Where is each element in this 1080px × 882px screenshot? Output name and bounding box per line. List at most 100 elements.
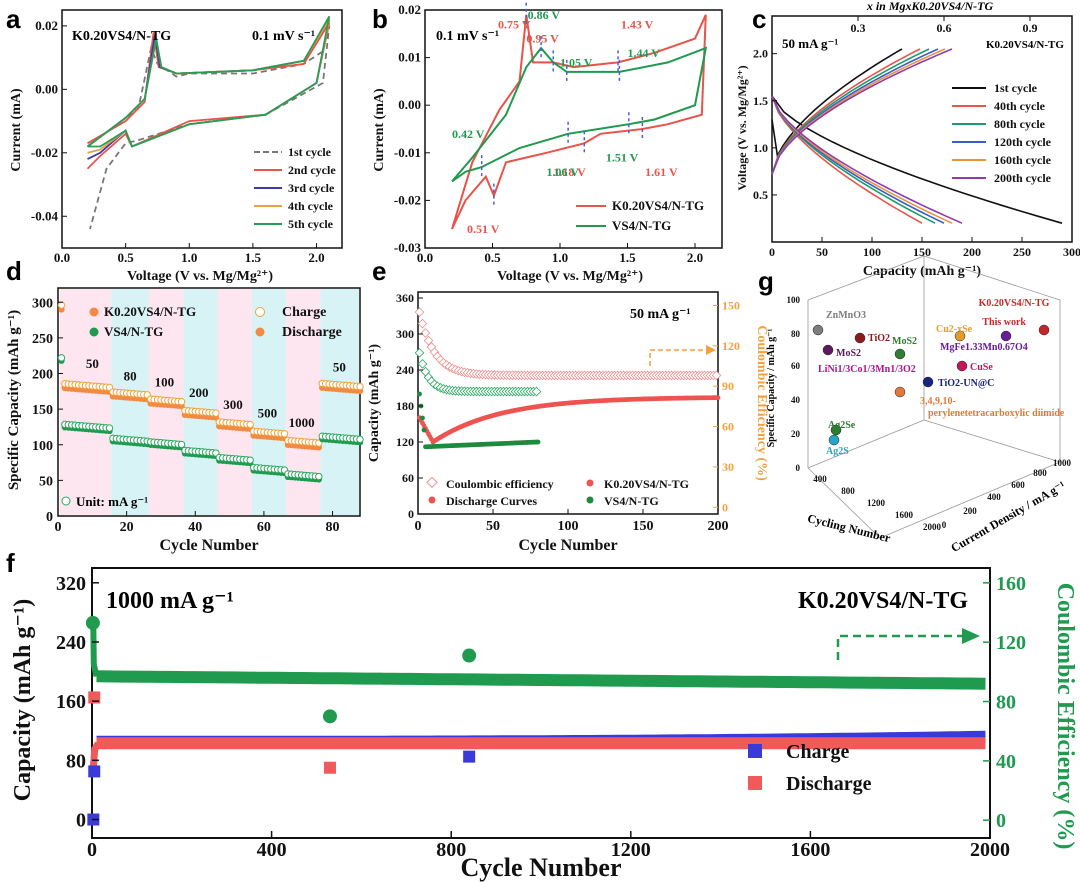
panel-b-xtick-label: 0.5 bbox=[484, 250, 501, 265]
panel-b-xtick-label: 1.5 bbox=[619, 250, 636, 265]
panel-d-unit-label: Unit: mA g⁻¹ bbox=[76, 494, 148, 509]
panel-e-xlabel: Cycle Number bbox=[518, 537, 617, 554]
panel-f-ticks: 0 400 800 1200 1600 2000 0 80 160 240 320 0 40 80 120 1… bbox=[56, 573, 1026, 861]
panel-c-xtick-label: 50 bbox=[816, 245, 828, 259]
panel-d-rate-band bbox=[251, 289, 287, 515]
panel-e-y2label: Coulombic Efficiency (%) bbox=[754, 325, 769, 481]
panel-e-point-k-discharge bbox=[715, 395, 721, 401]
panel-d-legend-swatch bbox=[89, 327, 99, 337]
panel-d-unit-marker bbox=[61, 496, 71, 506]
panel-b-xtick-label: 1.0 bbox=[552, 250, 568, 265]
panel-b-legend: K0.20VS4/N-TG VS4/N-TG bbox=[576, 198, 704, 233]
panel-f-ytick-label: 80 bbox=[66, 750, 86, 772]
panel-g-ytick-label: 200 bbox=[963, 506, 977, 516]
panel-e-ytick-label: 60 bbox=[402, 471, 414, 485]
panel-c-toptick-label: 0.6 bbox=[937, 21, 952, 35]
panel-a-xtick-label: 1.0 bbox=[181, 250, 197, 265]
panel-e-point-v-ce bbox=[531, 386, 542, 397]
panel-f-xtick-label: 1200 bbox=[611, 839, 651, 861]
panel-d-ytick-label: 300 bbox=[32, 296, 53, 311]
panel-d-rate-label: 300 bbox=[223, 397, 243, 412]
panel-d-frame bbox=[57, 287, 361, 517]
panel-d-legend-label: Charge bbox=[282, 305, 326, 320]
panel-g-point-label: MoS2 bbox=[836, 348, 861, 359]
panel-c-sample-label: K0.20VS4/N-TG bbox=[986, 39, 1064, 51]
panel-g-3d-box bbox=[807, 255, 1061, 539]
panel-d-ytick-label: 150 bbox=[32, 403, 53, 418]
panel-a-xtick-label: 0.5 bbox=[118, 250, 135, 265]
panel-d-rate-band bbox=[183, 289, 218, 515]
panel-g-box-edge bbox=[923, 419, 1061, 463]
panel-g-point bbox=[830, 424, 842, 436]
panel-e-ytick-label: 360 bbox=[396, 291, 414, 305]
panel-a-frame bbox=[61, 9, 343, 249]
panel-g-point bbox=[822, 344, 834, 356]
panel-b-ytick-label: 0.01 bbox=[398, 50, 421, 65]
panel-f-letter: f bbox=[6, 548, 15, 578]
panel-g-xtick-label: 2000 bbox=[923, 522, 942, 532]
panel-f-outlier-capacity bbox=[88, 765, 101, 778]
panel-g-point bbox=[956, 360, 968, 372]
panel-f-legend-swatch bbox=[748, 744, 762, 758]
panel-e-y2tick-label: 60 bbox=[722, 420, 734, 434]
panel-f-legend-swatch bbox=[748, 776, 762, 790]
panel-a-plot bbox=[86, 15, 331, 230]
panel-g-point-label-line: perylenetetracarboxylic diimide bbox=[928, 408, 1065, 419]
panel-e-point-k-ce bbox=[711, 370, 722, 381]
panel-d-rate-label: 80 bbox=[124, 369, 137, 384]
panel-c-ytick-label: 1.0 bbox=[753, 141, 768, 155]
panel-f-outlier-capacity bbox=[323, 761, 336, 774]
panel-c-charge-curve bbox=[771, 48, 953, 175]
panel-g-point-label: TiO2-UN@C bbox=[938, 378, 994, 389]
panel-e-point-v-discharge bbox=[420, 415, 425, 421]
panel-d-xlabel: Cycle Number bbox=[159, 537, 258, 554]
panel-f-xtick-label: 0 bbox=[87, 839, 97, 861]
panel-a-legend-label: 2nd cycle bbox=[288, 163, 336, 177]
panel-g-ztick-label: 80 bbox=[791, 329, 801, 339]
panel-f-xtick-label: 800 bbox=[436, 839, 466, 861]
panel-c: c x in MgxK0.20VS4/N-TG 50 mA g⁻¹ K0.20V… bbox=[735, 0, 1080, 279]
panel-d-ytick-label: 50 bbox=[39, 474, 53, 489]
panel-g-ztick-label: 40 bbox=[791, 395, 801, 405]
panel-d-point-v-charge bbox=[315, 472, 323, 481]
panel-c-legend-label: 40th cycle bbox=[994, 99, 1046, 113]
panel-e-rate-label: 50 mA g⁻¹ bbox=[630, 307, 691, 322]
panel-c-rate-label: 50 mA g⁻¹ bbox=[782, 36, 838, 51]
panel-c-xtick-label: 150 bbox=[913, 245, 931, 259]
panel-d-ytick-label: 250 bbox=[32, 332, 53, 347]
panel-d-rate-labels: 50 80 100 200 300 500 1000 50 bbox=[86, 356, 346, 430]
panel-g-box-edge bbox=[807, 467, 881, 539]
panel-c-charge-curve bbox=[771, 48, 939, 175]
panel-c-legend: 1st cycle 40th cycle 80th cycle 120th cycle… bbox=[952, 81, 1052, 185]
panel-d-xtick-label: 0 bbox=[55, 520, 62, 535]
panel-b-annotation-green: 1.05 V bbox=[560, 55, 593, 69]
panel-e-plot bbox=[414, 307, 722, 450]
panel-c-xtick-label: 100 bbox=[863, 245, 881, 259]
panel-g-xtick-label: 400 bbox=[813, 474, 827, 484]
panel-e-legend-label: Discharge Curves bbox=[446, 494, 537, 508]
panel-f-rate-label: 1000 mA g⁻¹ bbox=[106, 588, 234, 614]
panel-b-ylabel: Current (mA) bbox=[372, 88, 387, 172]
panel-g-point bbox=[828, 434, 840, 446]
panel-e-point-k-ce bbox=[420, 328, 431, 338]
panel-d-legend-label: K0.20VS4/N-TG bbox=[104, 304, 196, 319]
panel-c-legend-label: 120th cycle bbox=[994, 135, 1052, 149]
panel-f-xtick-label: 400 bbox=[257, 839, 287, 861]
panel-g-ytick-label: 0 bbox=[942, 520, 947, 530]
panel-g-ztick-label: 100 bbox=[787, 295, 801, 305]
panel-d-xtick-label: 40 bbox=[188, 520, 202, 535]
panel-b-annotations: 0.75 V0.95 V 1.43 V 1.18 V 1.61 V 0.51 V 0.86… bbox=[452, 2, 678, 236]
panel-g-point-label: TiO2 bbox=[868, 333, 890, 344]
panel-b-annotation-red: 1.18 V bbox=[553, 165, 586, 179]
panel-g-ytick-label: 800 bbox=[1033, 468, 1047, 478]
panel-c-top-axis-label: x in MgxK0.20VS4/N-TG bbox=[866, 0, 994, 13]
panel-d-point-v-charge bbox=[105, 424, 114, 432]
panel-g-point-label: CuSe bbox=[970, 362, 993, 373]
panel-g-point-label: Ag2Se bbox=[828, 420, 856, 431]
panel-b-ticks: 0.0 0.5 1.0 1.5 2.0 0.02 0.01 0.00 -0.01 -0.02 -0.… bbox=[394, 2, 703, 265]
panel-f-y2label: Coulombic Efficiency (%) bbox=[1052, 583, 1078, 850]
panel-a-xtick-label: 1.5 bbox=[245, 250, 262, 265]
panel-d-legend-label: Discharge bbox=[282, 325, 342, 340]
panel-b-ytick-label: 0.00 bbox=[398, 97, 421, 112]
